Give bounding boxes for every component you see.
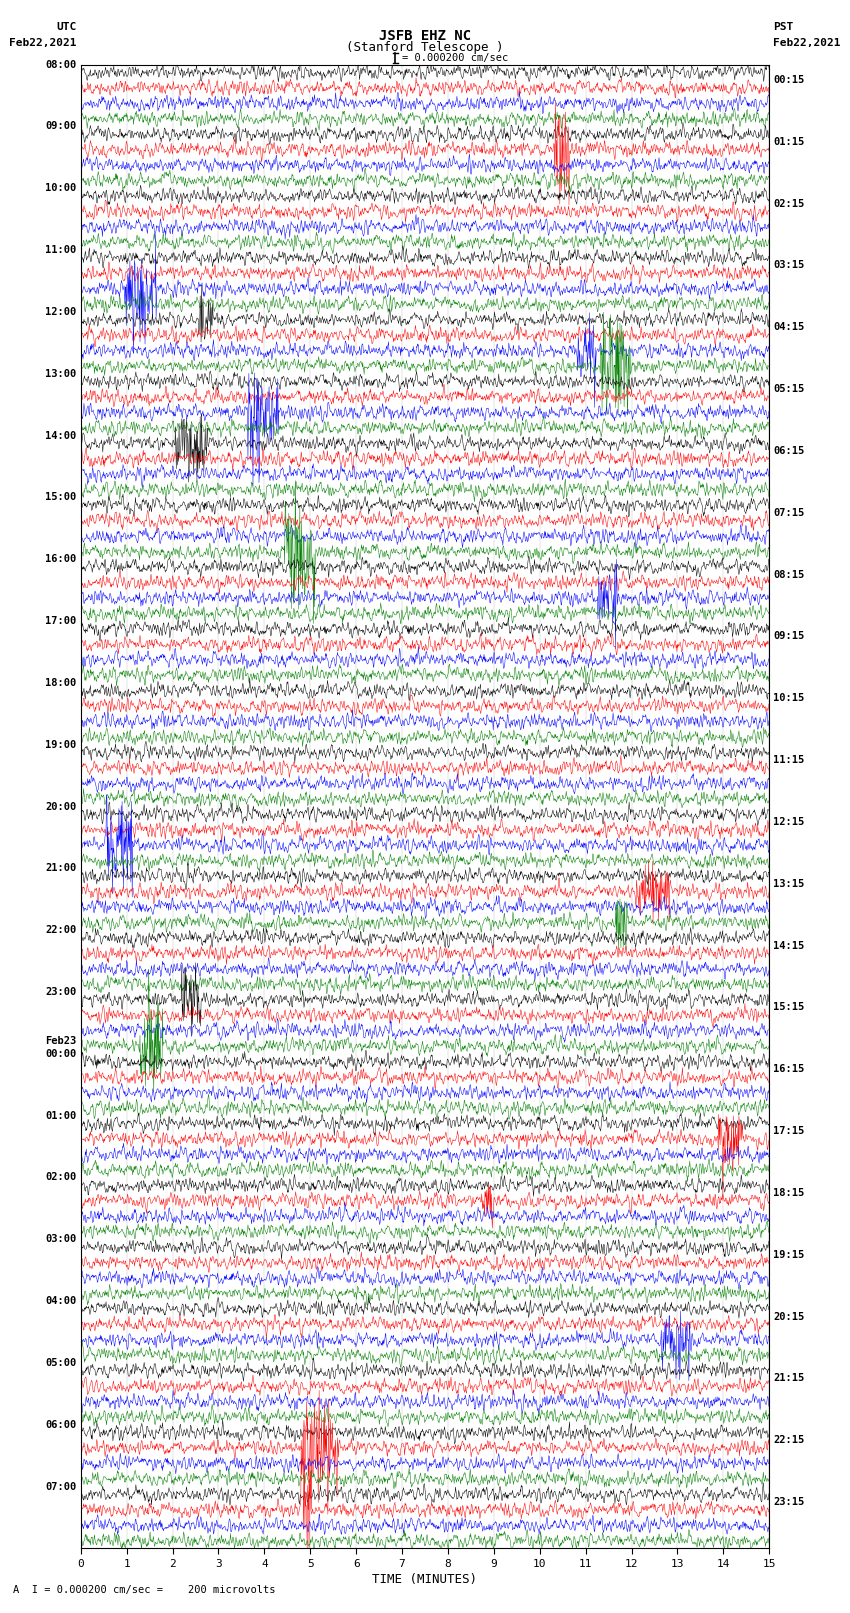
Text: 17:00: 17:00 (45, 616, 76, 626)
Text: 22:15: 22:15 (774, 1436, 805, 1445)
Text: 22:00: 22:00 (45, 926, 76, 936)
Text: Feb23: Feb23 (45, 1036, 76, 1045)
Text: 03:15: 03:15 (774, 260, 805, 271)
Text: 09:15: 09:15 (774, 631, 805, 642)
Text: PST: PST (774, 23, 794, 32)
Text: 20:15: 20:15 (774, 1311, 805, 1321)
Text: 01:15: 01:15 (774, 137, 805, 147)
Text: 05:00: 05:00 (45, 1358, 76, 1368)
Text: 06:00: 06:00 (45, 1419, 76, 1429)
Text: 00:15: 00:15 (774, 74, 805, 85)
Text: 03:00: 03:00 (45, 1234, 76, 1244)
Text: 21:15: 21:15 (774, 1373, 805, 1384)
Text: 21:00: 21:00 (45, 863, 76, 873)
Text: = 0.000200 cm/sec: = 0.000200 cm/sec (402, 53, 508, 63)
Text: 15:15: 15:15 (774, 1002, 805, 1013)
Text: 09:00: 09:00 (45, 121, 76, 131)
Text: 19:15: 19:15 (774, 1250, 805, 1260)
Text: 05:15: 05:15 (774, 384, 805, 394)
Text: Feb22,2021: Feb22,2021 (9, 39, 76, 48)
Text: 07:00: 07:00 (45, 1482, 76, 1492)
Text: 14:00: 14:00 (45, 431, 76, 440)
X-axis label: TIME (MINUTES): TIME (MINUTES) (372, 1573, 478, 1586)
Text: 11:00: 11:00 (45, 245, 76, 255)
Text: 04:15: 04:15 (774, 323, 805, 332)
Text: 07:15: 07:15 (774, 508, 805, 518)
Text: 01:00: 01:00 (45, 1111, 76, 1121)
Text: 00:00: 00:00 (45, 1048, 76, 1058)
Text: 20:00: 20:00 (45, 802, 76, 811)
Text: 23:00: 23:00 (45, 987, 76, 997)
Text: 14:15: 14:15 (774, 940, 805, 950)
Text: UTC: UTC (56, 23, 76, 32)
Text: 16:15: 16:15 (774, 1065, 805, 1074)
Text: 10:00: 10:00 (45, 184, 76, 194)
Text: 12:15: 12:15 (774, 816, 805, 827)
Text: 06:15: 06:15 (774, 445, 805, 456)
Text: 18:00: 18:00 (45, 677, 76, 687)
Text: 15:00: 15:00 (45, 492, 76, 502)
Text: 12:00: 12:00 (45, 306, 76, 316)
Text: JSFB EHZ NC: JSFB EHZ NC (379, 29, 471, 44)
Text: 13:15: 13:15 (774, 879, 805, 889)
Text: 13:00: 13:00 (45, 369, 76, 379)
Text: 02:15: 02:15 (774, 198, 805, 208)
Text: 17:15: 17:15 (774, 1126, 805, 1136)
Text: 08:00: 08:00 (45, 60, 76, 69)
Text: A  I = 0.000200 cm/sec =    200 microvolts: A I = 0.000200 cm/sec = 200 microvolts (13, 1586, 275, 1595)
Text: 11:15: 11:15 (774, 755, 805, 765)
Text: 19:00: 19:00 (45, 740, 76, 750)
Text: 10:15: 10:15 (774, 694, 805, 703)
Text: 16:00: 16:00 (45, 555, 76, 565)
Text: 04:00: 04:00 (45, 1297, 76, 1307)
Text: 08:15: 08:15 (774, 569, 805, 579)
Text: 23:15: 23:15 (774, 1497, 805, 1507)
Text: (Stanford Telescope ): (Stanford Telescope ) (346, 40, 504, 55)
Text: 18:15: 18:15 (774, 1187, 805, 1198)
Text: Feb22,2021: Feb22,2021 (774, 39, 841, 48)
Text: 02:00: 02:00 (45, 1173, 76, 1182)
